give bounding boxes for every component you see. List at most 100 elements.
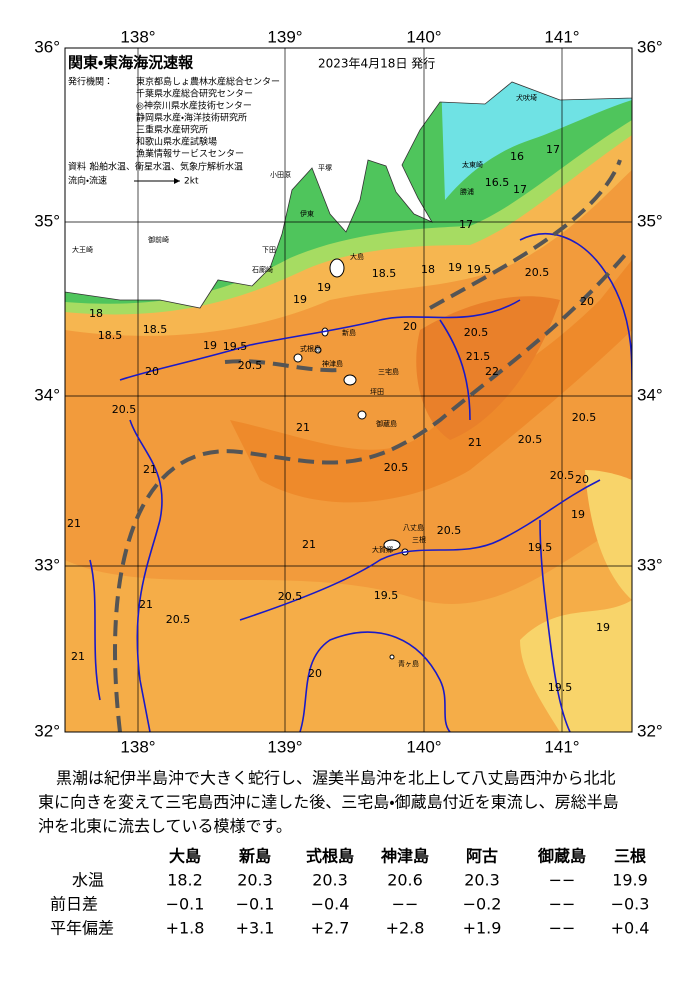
date: 2023年4月18日 発行: [318, 57, 435, 71]
isotherm-label: 20.5: [464, 326, 489, 339]
isotherm-label: 18.5: [143, 323, 168, 336]
map: 171616.5171818.5191918.519.520.5201818.5…: [65, 48, 632, 732]
table-cell: −0.3: [611, 895, 650, 914]
lat-label: 36°: [637, 37, 663, 56]
place-label: 勝浦: [460, 187, 474, 196]
place-label: 坪田: [370, 388, 384, 396]
table-header: 式根島: [306, 847, 354, 866]
table-cell: 20.6: [387, 871, 423, 890]
place-label: 石廊崎: [252, 265, 273, 274]
isotherm-label: 20: [575, 473, 589, 486]
description-line: 東に向きを変えて三宅島西沖に達した後、三宅島・御蔵島付近を東流し、房総半島: [38, 793, 619, 812]
issuer: 三重県水産研究所: [136, 124, 208, 136]
title: 関東・東海海況速報: [68, 54, 194, 72]
place-label: 太東崎: [462, 160, 483, 169]
table-header: 新島: [238, 847, 271, 866]
table-cell: 20.3: [237, 871, 273, 890]
place-label: 式根島: [300, 344, 321, 353]
isotherm-label: 19: [596, 621, 610, 634]
row-label: 平年偏差: [50, 919, 114, 938]
isotherm-label: 21.5: [466, 350, 491, 363]
table-cell: 18.2: [167, 871, 203, 890]
sea-core: [230, 260, 632, 503]
isotherm-label: 16: [510, 150, 524, 163]
isotherm-label: 20: [580, 295, 594, 308]
isotherm-label: 20: [308, 667, 322, 680]
issuer: 東京都島しょ農林水産総合センター: [136, 76, 280, 88]
table-cell: 19.9: [612, 871, 648, 890]
flow-unit: 2kt: [184, 177, 199, 187]
isotherm-label: 17: [513, 183, 527, 196]
lat-label: 33°: [34, 555, 60, 574]
lat-label: 35°: [34, 211, 60, 230]
contour: [239, 479, 601, 621]
isotherm-label: 19: [317, 281, 331, 294]
lon-label: 138°: [120, 27, 155, 46]
isotherm-label: 20.5: [525, 266, 550, 279]
isotherm-label: 18: [421, 263, 435, 276]
place-label: 大島: [350, 252, 364, 261]
table-cell: −−: [549, 871, 576, 890]
lat-label: 32°: [34, 721, 60, 740]
isotherm-label: 17: [459, 218, 473, 231]
table-cell: −−: [549, 895, 576, 914]
island: [293, 353, 303, 363]
place-label: 三宅島: [378, 367, 399, 376]
place-label: 大王崎: [72, 245, 93, 254]
place-label: 三根: [412, 535, 426, 544]
contour: [519, 232, 632, 381]
isotherm-label: 19.5: [223, 340, 248, 353]
map-frame: [64, 47, 633, 733]
table-cell: −−: [392, 895, 419, 914]
lon-label: 139°: [267, 27, 302, 46]
isotherm-label: 19: [203, 339, 217, 352]
contour: [119, 299, 521, 381]
lat-label: 34°: [34, 385, 60, 404]
table-header: 神津島: [380, 847, 429, 866]
row-label: 水温: [72, 871, 104, 890]
kuroshio-axis: [113, 253, 627, 732]
isotherm-label: 21: [468, 436, 482, 449]
table-cell: +0.4: [611, 919, 650, 938]
place-label: 神津島: [322, 359, 343, 368]
isotherm-label: 21: [139, 598, 153, 611]
island: [357, 410, 367, 420]
isotherm-label: 20.5: [278, 590, 303, 603]
isotherm-label: 19: [293, 293, 307, 306]
contour: [439, 319, 471, 421]
lat-label: 36°: [34, 37, 60, 56]
place-label: 青ヶ島: [398, 659, 419, 668]
place-label: 下田: [262, 246, 276, 254]
contour: [539, 519, 571, 732]
sea-cool2: [585, 470, 632, 600]
table-header: 大島: [169, 847, 201, 866]
isotherm-label: 19.5: [374, 589, 399, 602]
island: [389, 654, 395, 660]
materials: 船舶水温、衛星水温、気象庁解析水温: [90, 161, 243, 173]
island: [329, 258, 345, 278]
table-cell: −0.4: [311, 895, 350, 914]
table-cell: +3.1: [236, 919, 275, 938]
isotherm-label: 20.5: [112, 403, 137, 416]
place-label: 犬吠埼: [516, 93, 537, 102]
isotherm-label: 19: [448, 261, 462, 274]
isotherm-label: 20: [145, 365, 159, 378]
place-label: 八丈島: [403, 523, 424, 532]
lon-label: 140°: [406, 27, 441, 46]
issuer: ◎神奈川県水産技術センター: [136, 100, 252, 112]
place-label: 平塚: [318, 163, 332, 172]
place-label: 御前崎: [148, 235, 169, 244]
lon-label: 138°: [120, 737, 155, 756]
isotherm-label: 18: [89, 307, 103, 320]
isotherm-label: 21: [296, 421, 310, 434]
lon-label: 141°: [544, 737, 579, 756]
isotherm-label: 22: [485, 365, 499, 378]
land: [65, 48, 632, 309]
table-cell: 20.3: [312, 871, 348, 890]
flow-label: 流向・流速: [68, 175, 107, 187]
isotherm-label: 20.5: [518, 433, 543, 446]
lon-label: 141°: [544, 27, 579, 46]
materials-label: 資料：: [68, 161, 95, 173]
isotherm-label: 20.5: [166, 613, 191, 626]
table-cell: −−: [549, 919, 576, 938]
